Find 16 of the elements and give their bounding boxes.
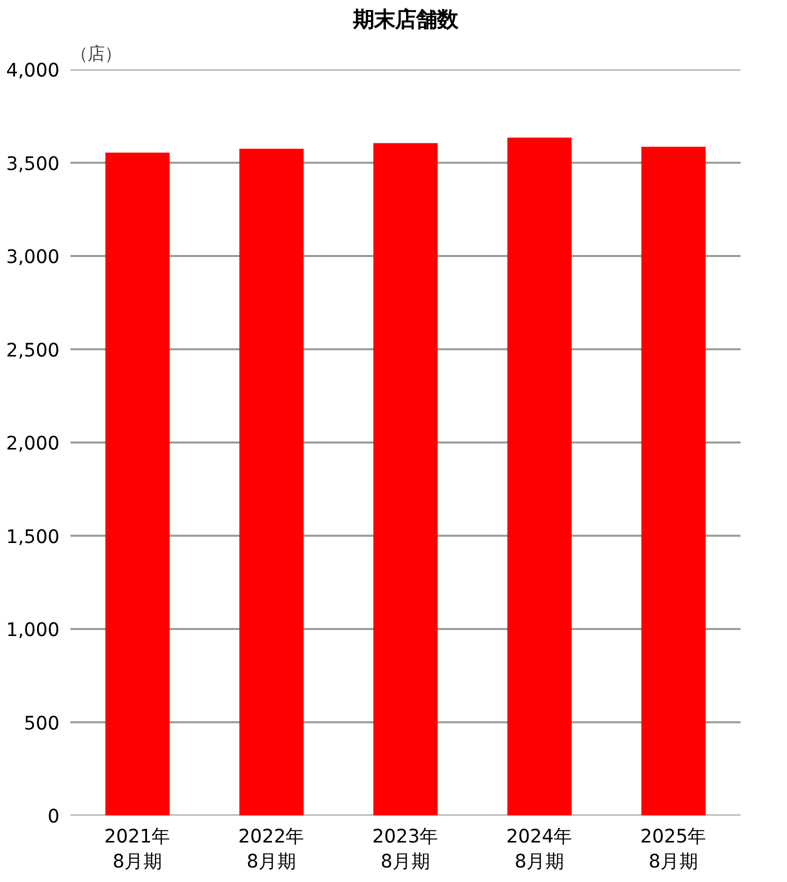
x-tick-label: 2023年 8月期 — [372, 826, 439, 873]
x-tick-label: 2021年 8月期 — [104, 826, 171, 873]
x-tick-label: 2022年 8月期 — [238, 826, 305, 873]
y-tick-label: 4,000 — [6, 60, 60, 82]
y-tick-label: 500 — [24, 713, 60, 734]
x-tick-label: 2024年 8月期 — [506, 826, 573, 873]
x-tick-label: 2025年 8月期 — [640, 826, 707, 873]
y-tick-label: 2,000 — [6, 434, 60, 454]
y-tick-label: 1,500 — [6, 526, 60, 548]
y-tick-label: 3,500 — [6, 154, 60, 175]
y-tick-label: 3,000 — [6, 247, 60, 268]
y-axis-title: （店） — [70, 44, 122, 64]
y-tick-label: 0 — [48, 806, 60, 828]
y-tick-label: 1,000 — [6, 620, 60, 641]
y-tick-label: 2,500 — [6, 340, 60, 362]
chart-title: 期末店舗数 — [352, 8, 459, 32]
